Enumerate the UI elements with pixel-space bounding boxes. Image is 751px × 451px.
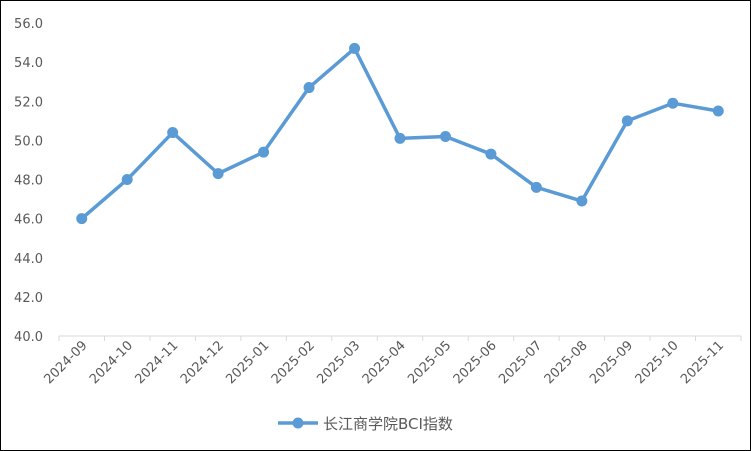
x-tick-label: 2025-11 bbox=[678, 338, 727, 387]
x-tick-label: 2025-10 bbox=[633, 338, 682, 387]
data-point[interactable] bbox=[530, 181, 542, 193]
data-point[interactable] bbox=[439, 130, 451, 142]
x-tick-label: 2024-11 bbox=[132, 338, 181, 387]
data-point[interactable] bbox=[712, 105, 724, 117]
data-point[interactable] bbox=[621, 115, 633, 127]
y-tick-label: 42.0 bbox=[14, 291, 43, 306]
y-tick-label: 46.0 bbox=[14, 213, 43, 228]
data-point[interactable] bbox=[349, 42, 361, 54]
data-point[interactable] bbox=[76, 213, 88, 225]
y-tick-label: 48.0 bbox=[14, 174, 43, 189]
data-point[interactable] bbox=[212, 168, 224, 180]
x-tick-label: 2025-03 bbox=[314, 338, 363, 387]
data-point[interactable] bbox=[394, 132, 406, 144]
x-tick-label: 2025-09 bbox=[587, 338, 636, 387]
x-tick-label: 2025-01 bbox=[223, 338, 272, 387]
data-point[interactable] bbox=[576, 195, 588, 207]
y-tick-label: 44.0 bbox=[14, 252, 43, 267]
x-tick-label: 2025-08 bbox=[542, 338, 591, 387]
data-point[interactable] bbox=[121, 174, 133, 185]
x-tick-label: 2024-12 bbox=[178, 338, 227, 387]
data-point[interactable] bbox=[485, 148, 497, 160]
x-tick-label: 2024-09 bbox=[42, 338, 91, 387]
y-axis-ticks: 40.0 42.0 44.0 46.0 48.0 50.0 52.0 54.0 56.0 bbox=[14, 17, 43, 345]
y-tick-label: 52.0 bbox=[14, 95, 43, 110]
x-tick-label: 2025-06 bbox=[451, 338, 500, 387]
x-tick-label: 2025-02 bbox=[269, 338, 318, 387]
data-point[interactable] bbox=[258, 146, 270, 158]
y-tick-label: 50.0 bbox=[14, 134, 43, 149]
x-tick-label: 2025-04 bbox=[360, 338, 409, 387]
x-tick-label: 2025-05 bbox=[405, 338, 454, 387]
x-tick-label: 2024-10 bbox=[87, 338, 136, 387]
legend[interactable]: 长江商学院BCI指数 bbox=[278, 415, 453, 433]
data-point[interactable] bbox=[167, 127, 179, 139]
data-point[interactable] bbox=[303, 82, 315, 94]
x-tick-label: 2025-07 bbox=[496, 338, 545, 387]
x-axis-ticks: 2024-092024-102024-112024-122025-012025-… bbox=[42, 336, 742, 387]
legend-marker bbox=[292, 417, 304, 429]
data-point[interactable] bbox=[667, 97, 679, 109]
y-tick-label: 40.0 bbox=[14, 330, 43, 345]
y-tick-label: 54.0 bbox=[14, 56, 43, 71]
y-tick-label: 56.0 bbox=[14, 17, 43, 32]
series-group bbox=[76, 42, 724, 225]
legend-label: 长江商学院BCI指数 bbox=[323, 415, 453, 433]
